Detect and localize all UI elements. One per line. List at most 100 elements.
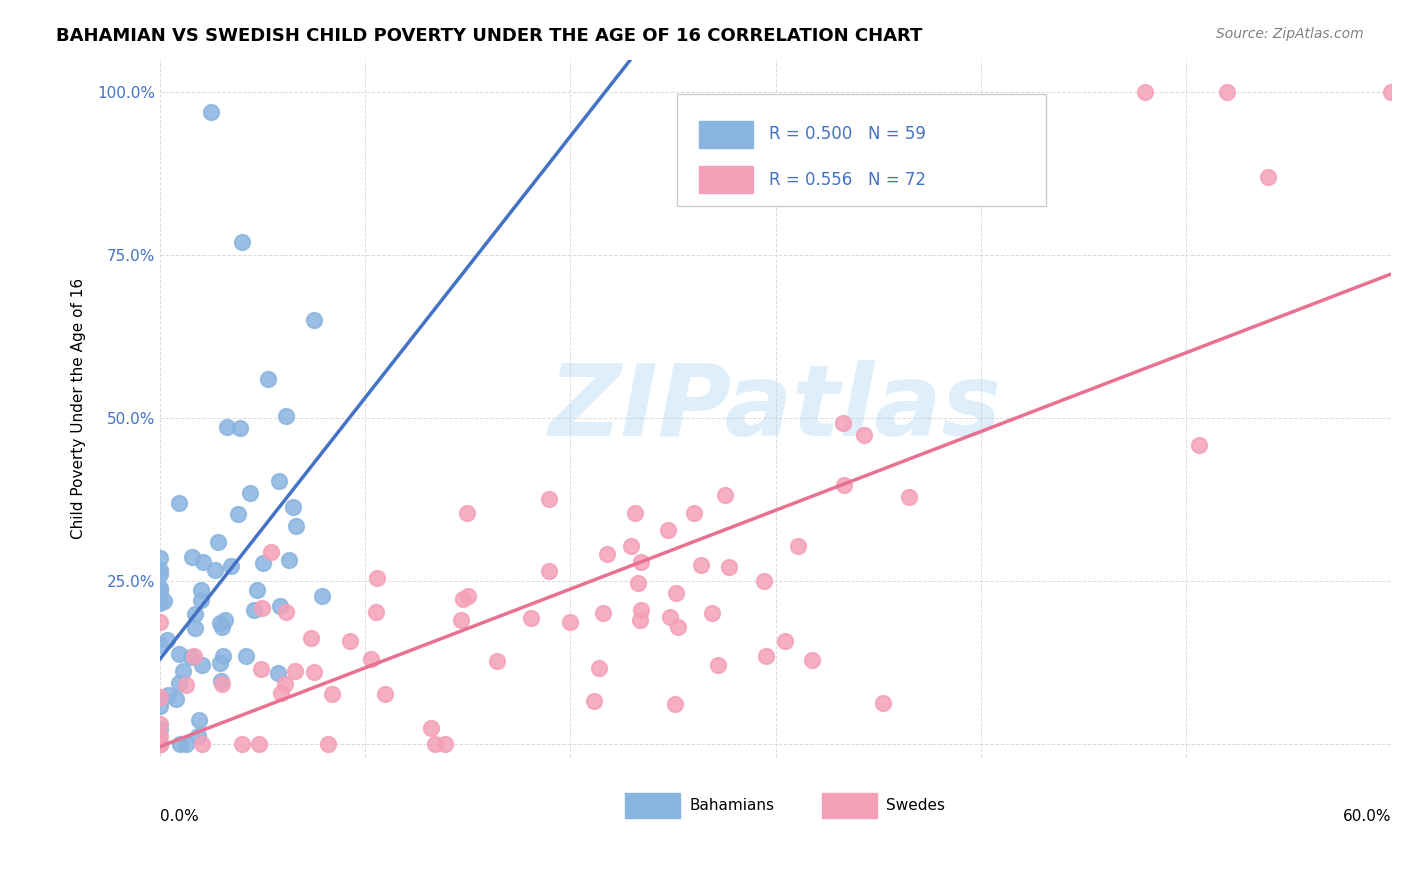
Point	[235, 648, 257, 663]
Point	[250, 662, 273, 676]
Point	[243, 603, 266, 617]
Point	[537, 564, 560, 578]
Point	[167, 675, 190, 690]
Point	[149, 698, 172, 713]
Point	[169, 737, 191, 751]
Point	[174, 737, 197, 751]
Point	[690, 558, 713, 573]
Text: R = 0.556   N = 72: R = 0.556 N = 72	[769, 170, 927, 188]
Point	[450, 613, 472, 627]
Point	[231, 235, 253, 249]
Point	[149, 737, 172, 751]
Point	[149, 584, 172, 599]
Point	[1188, 438, 1211, 452]
Text: Source: ZipAtlas.com: Source: ZipAtlas.com	[1216, 27, 1364, 41]
Point	[247, 737, 270, 751]
Point	[184, 621, 207, 635]
Point	[149, 581, 172, 595]
Point	[226, 507, 249, 521]
Point	[627, 575, 650, 590]
Point	[214, 613, 236, 627]
Point	[184, 607, 207, 621]
Point	[658, 610, 681, 624]
Point	[583, 693, 606, 707]
Point	[260, 545, 283, 559]
Text: R = 0.500   N = 59: R = 0.500 N = 59	[769, 125, 927, 144]
Point	[664, 698, 686, 712]
Point	[277, 552, 299, 566]
Point	[188, 713, 211, 727]
Point	[630, 603, 652, 617]
Y-axis label: Child Poverty Under the Age of 16: Child Poverty Under the Age of 16	[72, 277, 86, 539]
Point	[181, 550, 204, 565]
Point	[1379, 85, 1402, 99]
Point	[801, 653, 824, 667]
Point	[167, 496, 190, 510]
Point	[311, 589, 333, 603]
Point	[149, 737, 172, 751]
Point	[420, 721, 443, 735]
Point	[149, 729, 172, 743]
Point	[301, 632, 323, 646]
Point	[149, 737, 172, 751]
Point	[149, 638, 172, 652]
Point	[773, 634, 796, 648]
Text: BAHAMIAN VS SWEDISH CHILD POVERTY UNDER THE AGE OF 16 CORRELATION CHART: BAHAMIAN VS SWEDISH CHILD POVERTY UNDER …	[56, 27, 922, 45]
Point	[204, 563, 226, 577]
Point	[284, 519, 307, 533]
Point	[212, 649, 235, 664]
Point	[183, 648, 205, 663]
Point	[276, 605, 298, 619]
Point	[274, 677, 297, 691]
FancyBboxPatch shape	[678, 95, 1046, 206]
Point	[281, 500, 304, 514]
Point	[246, 583, 269, 598]
Point	[191, 555, 214, 569]
Point	[434, 737, 457, 751]
Text: 60.0%: 60.0%	[1343, 809, 1391, 824]
Point	[215, 419, 238, 434]
Text: Swedes: Swedes	[886, 798, 945, 814]
Point	[157, 688, 180, 702]
Point	[1257, 169, 1279, 184]
Point	[167, 648, 190, 662]
Text: Bahamians: Bahamians	[689, 798, 775, 814]
Point	[269, 474, 291, 488]
Point	[832, 416, 855, 430]
Point	[149, 737, 172, 751]
Point	[231, 737, 253, 751]
Point	[208, 616, 231, 631]
Point	[714, 487, 737, 501]
Point	[832, 477, 855, 491]
Point	[149, 563, 172, 577]
Point	[339, 633, 361, 648]
Point	[787, 540, 810, 554]
Point	[620, 539, 643, 553]
Text: ZIPatlas: ZIPatlas	[550, 359, 1002, 457]
Point	[366, 571, 388, 585]
Point	[149, 615, 172, 629]
Point	[209, 673, 232, 688]
Point	[172, 664, 194, 678]
Text: 0.0%: 0.0%	[160, 809, 200, 824]
Point	[486, 654, 509, 668]
Point	[269, 599, 291, 614]
Point	[200, 104, 222, 119]
Point	[683, 507, 706, 521]
Point	[321, 687, 343, 701]
Point	[239, 486, 262, 500]
FancyBboxPatch shape	[626, 792, 679, 818]
Point	[209, 657, 232, 671]
Point	[211, 620, 233, 634]
Point	[187, 729, 209, 743]
Point	[211, 677, 233, 691]
FancyBboxPatch shape	[823, 792, 876, 818]
Point	[457, 589, 479, 603]
Point	[754, 574, 776, 588]
Point	[538, 492, 561, 507]
Point	[190, 592, 212, 607]
Point	[1133, 85, 1156, 99]
Point	[304, 665, 326, 679]
Point	[149, 690, 172, 704]
Point	[165, 691, 187, 706]
